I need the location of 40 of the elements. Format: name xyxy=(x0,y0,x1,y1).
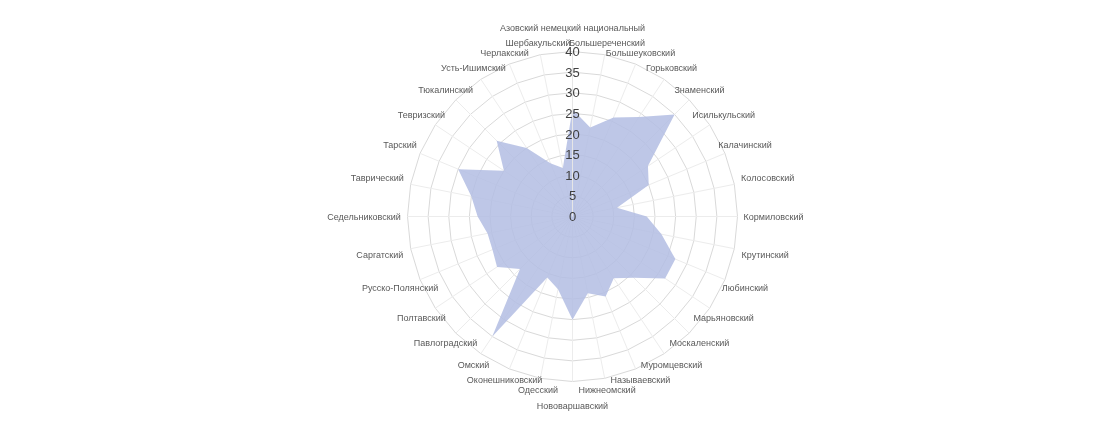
spoke-label: Усть-Ишимский xyxy=(441,63,506,74)
y-tick-label: 25 xyxy=(565,105,580,121)
spoke-label: Горьковский xyxy=(645,63,698,74)
spoke-label: Колосовский xyxy=(741,172,795,183)
y-tick-label: 35 xyxy=(565,64,580,80)
spoke-label: Нововаршавский xyxy=(536,400,609,411)
y-tick-label: 30 xyxy=(565,85,580,101)
spoke-label: Омский xyxy=(457,359,490,370)
spoke-label: Седельниковский xyxy=(327,211,401,222)
spoke-label: Полтавский xyxy=(396,312,446,323)
spoke-label: Таврический xyxy=(350,172,404,183)
spoke-label: Оконешниковский xyxy=(466,375,543,386)
spoke-label: Нижнеомский xyxy=(578,385,636,396)
spoke-label: Называевский xyxy=(610,375,671,386)
spoke-label: Калачинский xyxy=(718,140,772,151)
spoke-label: Знаменский xyxy=(674,84,725,95)
spoke-label: Большереченский xyxy=(569,37,645,48)
spoke-label: Большеуковский xyxy=(605,47,676,58)
spoke-label: Тюкалинский xyxy=(418,84,473,95)
spoke-label: Одесский xyxy=(517,385,558,396)
spoke-label: Муромцевский xyxy=(640,359,703,370)
y-tick-label: 10 xyxy=(565,167,580,183)
y-tick-label: 5 xyxy=(568,188,577,204)
spoke-label: Павлоградский xyxy=(413,338,478,349)
spoke-label: Марьяновский xyxy=(693,312,754,323)
spoke-label: Москаленский xyxy=(669,338,730,349)
spoke-label: Любинский xyxy=(721,282,769,293)
spoke-label: Шербакульский xyxy=(505,37,571,48)
spoke-label: Исилькульский xyxy=(692,110,756,121)
spoke-label: Русско-Полянский xyxy=(361,282,439,293)
spoke-label: Тевризский xyxy=(397,110,446,121)
y-tick-label: 0 xyxy=(568,209,577,224)
y-tick-label: 15 xyxy=(565,147,580,163)
spoke-label: Кормиловский xyxy=(743,211,804,222)
spoke-label: Крутинский xyxy=(741,249,789,260)
spoke-label: Азовский немецкий национальный xyxy=(499,22,646,33)
spoke-label: Тарский xyxy=(383,140,417,151)
y-tick-label: 20 xyxy=(565,126,580,142)
spoke-label: Черлакский xyxy=(480,47,529,58)
spoke-label: Саргатский xyxy=(356,249,404,260)
